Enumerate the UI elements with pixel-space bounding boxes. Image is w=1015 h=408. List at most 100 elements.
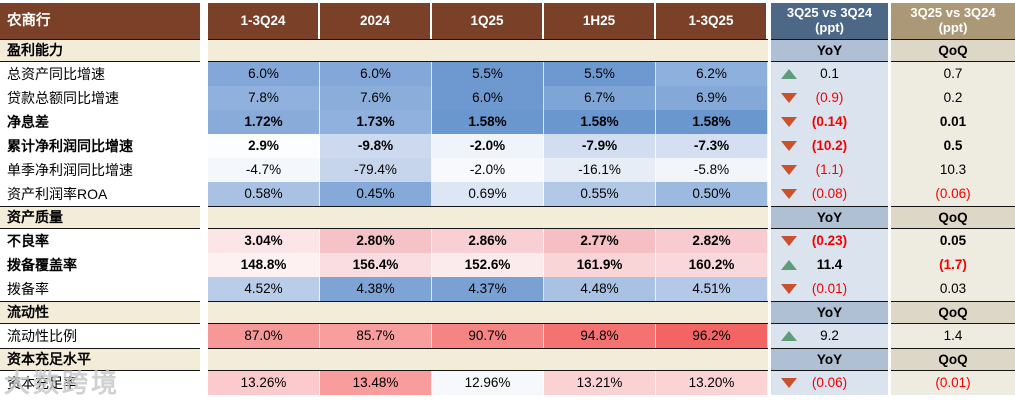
column-header-yoy: 3Q25 vs 3Q24 (ppt) [771,3,888,39]
value-cell: 4.51% [656,277,768,301]
value-cell: 96.2% [656,324,768,348]
column-gap [200,324,208,348]
value-cell: -5.8% [656,158,768,182]
triangle-down-icon [781,378,797,388]
qoq-cell: 0.7 [891,62,1015,86]
triangle-up-icon [781,69,797,79]
value-cell: 2.80% [320,229,432,253]
qoq-value: 0.2 [943,90,963,106]
column-header-period-1: 1-3Q24 [208,3,320,39]
qoq-cell: 0.01 [891,110,1015,134]
triangle-down-icon [781,236,797,246]
qoq-cell: (1.7) [891,253,1015,277]
column-gap [888,348,891,371]
column-gap [888,229,891,253]
column-gap [768,371,771,395]
yoy-value: 9.2 [820,328,839,344]
column-gap [200,86,208,110]
yoy-header-title: 3Q25 vs 3Q24 [786,5,873,21]
column-gap [888,301,891,324]
yoy-cell: 0.1 [771,62,888,86]
qoq-value: 0.03 [939,281,967,297]
column-gap [768,206,771,229]
value-cell: 156.4% [320,253,432,277]
table-row: 拨备率 4.52% 4.38% 4.37% 4.48% 4.51% (0.01) 0.03 [0,277,1015,301]
value-cell: 90.7% [432,324,544,348]
column-gap [200,229,208,253]
table-title: 农商行 [0,3,200,39]
yoy-value: 11.4 [816,257,843,273]
value-cell: 1.73% [320,110,432,134]
column-gap [200,301,208,324]
table-row: 拨备覆盖率 148.8% 156.4% 152.6% 161.9% 160.2% 11.4 (… [0,253,1015,277]
table-row: 资本充足率 13.26% 13.48% 12.96% 13.21% 13.20% (0.06… [0,371,1015,395]
value-cell: -7.3% [656,134,768,158]
column-gap [200,253,208,277]
qoq-value: 0.01 [939,114,967,130]
column-gap [888,206,891,229]
column-header-qoq: 3Q25 vs 3Q24 (ppt) [891,3,1015,39]
yoy-value: (0.01) [811,281,848,297]
column-gap [768,3,771,39]
value-cell: 1.72% [208,110,320,134]
yoy-value: (10.2) [811,138,848,154]
table-row: 流动性比例 87.0% 85.7% 90.7% 94.8% 96.2% 9.2 1.4 [0,324,1015,348]
row-label: 拨备覆盖率 [0,253,200,277]
table-row: 不良率 3.04% 2.80% 2.86% 2.77% 2.82% (0.23) 0.05 [0,229,1015,253]
value-cell: 87.0% [208,324,320,348]
value-cell: 13.21% [544,371,656,395]
qoq-value: 1.4 [943,328,963,344]
yoy-subheader: YoY [771,39,888,62]
triangle-down-icon [781,93,797,103]
value-cell: 1.58% [544,110,656,134]
row-label: 累计净利润同比增速 [0,134,200,158]
value-cell: 1.58% [656,110,768,134]
column-gap [888,3,891,39]
column-gap [200,277,208,301]
section-header-row: 资本充足水平 YoY QoQ [0,348,1015,371]
value-cell: -2.0% [432,134,544,158]
column-gap [200,62,208,86]
row-label: 总资产同比增速 [0,62,200,86]
value-cell: 4.37% [432,277,544,301]
qoq-cell: (0.01) [891,371,1015,395]
column-gap [768,348,771,371]
value-cell: 6.2% [656,62,768,86]
column-gap [768,62,771,86]
column-gap [768,158,771,182]
value-cell: 4.52% [208,277,320,301]
column-gap [200,348,208,371]
value-cell: 6.7% [544,86,656,110]
yoy-cell: (10.2) [771,134,888,158]
table-row: 累计净利润同比增速 2.9% -9.8% -2.0% -7.9% -7.3% (10.2) 0… [0,134,1015,158]
qoq-header-title: 3Q25 vs 3Q24 [910,5,996,21]
qoq-value: 0.05 [939,233,967,249]
value-cell: 7.6% [320,86,432,110]
value-cell: 6.9% [656,86,768,110]
value-cell: 161.9% [544,253,656,277]
qoq-subheader: QoQ [891,206,1015,229]
column-gap [888,324,891,348]
value-cell: 94.8% [544,324,656,348]
table-body: 盈利能力 YoY QoQ 总资产同比增速 6.0% 6.0% 5.5% 5.5% 6.2% 0.1… [0,39,1015,395]
value-cell: 7.8% [208,86,320,110]
column-gap [888,371,891,395]
row-label: 净息差 [0,110,200,134]
section-filler [208,301,768,324]
section-filler [208,39,768,62]
yoy-cell: 11.4 [771,253,888,277]
column-gap [768,253,771,277]
value-cell: 2.86% [432,229,544,253]
value-cell: -4.7% [208,158,320,182]
yoy-cell: (0.14) [771,110,888,134]
column-header-period-3: 1Q25 [432,3,544,39]
value-cell: 12.96% [432,371,544,395]
value-cell: 0.69% [432,182,544,206]
column-header-period-4: 1H25 [544,3,656,39]
yoy-value: (0.06) [811,375,848,391]
yoy-header-unit: (ppt) [815,20,844,35]
column-header-period-5: 1-3Q25 [656,3,768,39]
table-row: 净息差 1.72% 1.73% 1.58% 1.58% 1.58% (0.14) 0.01 [0,110,1015,134]
yoy-value: (0.9) [815,90,844,106]
column-gap [768,86,771,110]
